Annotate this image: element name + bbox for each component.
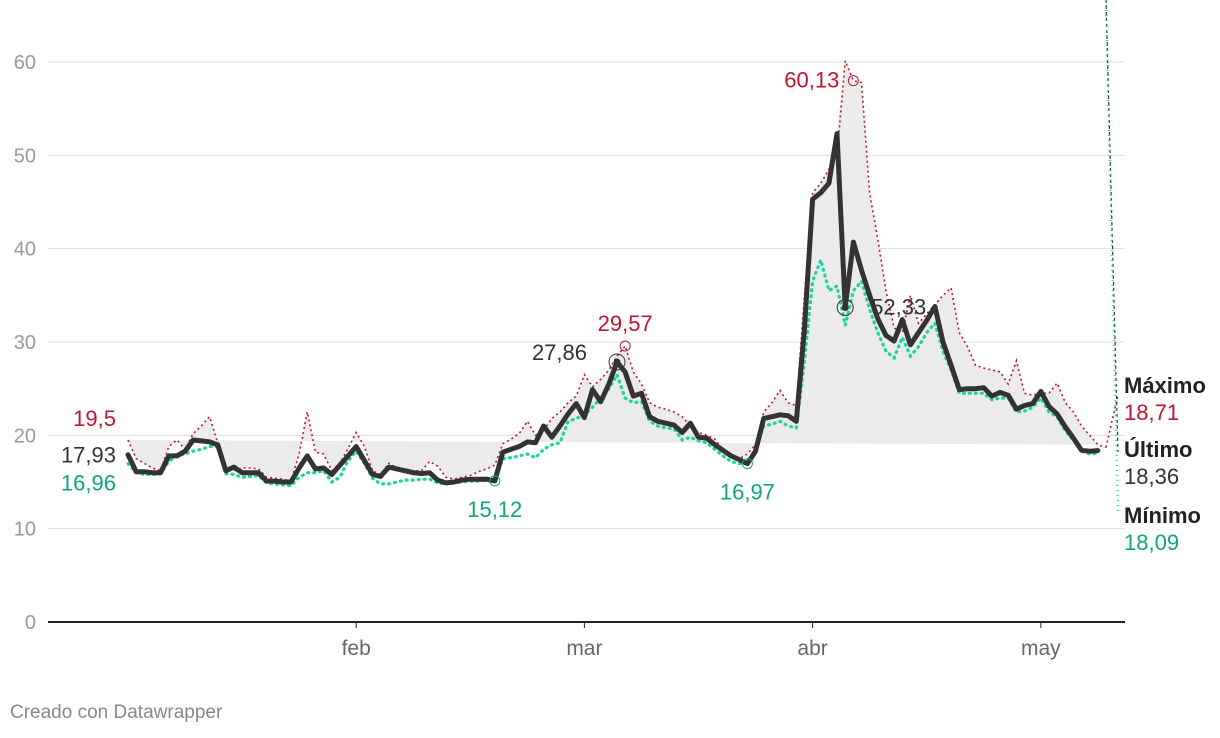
x-tick-label: feb bbox=[342, 637, 371, 660]
annotation-label: 19,5 bbox=[73, 406, 116, 431]
y-tick-label: 40 bbox=[14, 239, 36, 261]
y-tick-label: 10 bbox=[14, 519, 36, 541]
end-label-name: Mínimo bbox=[1124, 503, 1201, 528]
annotation-marker bbox=[619, 340, 631, 352]
end-label-value: 18,71 bbox=[1124, 400, 1179, 425]
annotation-marker bbox=[847, 75, 859, 87]
annotation-label: 52,33 bbox=[871, 294, 926, 319]
annotation-marker bbox=[836, 298, 854, 316]
end-label-connector bbox=[1104, 0, 1120, 513]
end-label-name: Último bbox=[1124, 437, 1192, 462]
end-label-connector bbox=[1105, 394, 1119, 448]
footer-credit: Creado con Datawrapper bbox=[10, 702, 223, 723]
y-tick-label: 0 bbox=[25, 612, 36, 634]
x-tick-label: may bbox=[1021, 637, 1061, 660]
annotation-label: 27,86 bbox=[532, 340, 587, 365]
y-tick-label: 20 bbox=[14, 425, 36, 447]
min-series-line bbox=[126, 254, 1100, 488]
y-axis-ticks: 0 10 20 30 40 50 60 bbox=[14, 52, 36, 634]
annotations: 19,5 17,93 16,96 15,12 29,57 27,86 16,97 60,13 5… bbox=[61, 68, 926, 522]
x-tick-label: mar bbox=[566, 637, 602, 660]
annotation-marker bbox=[489, 475, 501, 487]
end-label-value: 18,36 bbox=[1124, 464, 1179, 489]
y-tick-label: 50 bbox=[14, 145, 36, 167]
end-label-value: 18,09 bbox=[1124, 530, 1179, 555]
annotation-label: 29,57 bbox=[598, 311, 653, 336]
annotation-label: 16,97 bbox=[720, 480, 775, 505]
annotation-marker bbox=[741, 458, 753, 470]
end-label-name: Máximo bbox=[1124, 373, 1206, 398]
x-tick-label: abr bbox=[797, 637, 827, 660]
annotation-label: 15,12 bbox=[467, 497, 522, 522]
end-label-connector bbox=[1105, 0, 1119, 453]
x-axis-ticks: feb mar abr may bbox=[342, 622, 1061, 660]
annotation-marker bbox=[608, 353, 626, 371]
max-min-range-band bbox=[128, 60, 1098, 482]
annotation-marker-dot bbox=[613, 358, 621, 366]
annotation-marker-dot bbox=[841, 303, 849, 311]
last-series-line bbox=[125, 131, 1101, 486]
annotation-label: 60,13 bbox=[784, 68, 839, 93]
y-tick-label: 60 bbox=[14, 52, 36, 74]
grid-lines bbox=[48, 61, 1125, 530]
y-tick-label: 30 bbox=[14, 332, 36, 354]
annotation-label: 17,93 bbox=[61, 443, 116, 468]
annotation-label: 16,96 bbox=[61, 471, 116, 496]
